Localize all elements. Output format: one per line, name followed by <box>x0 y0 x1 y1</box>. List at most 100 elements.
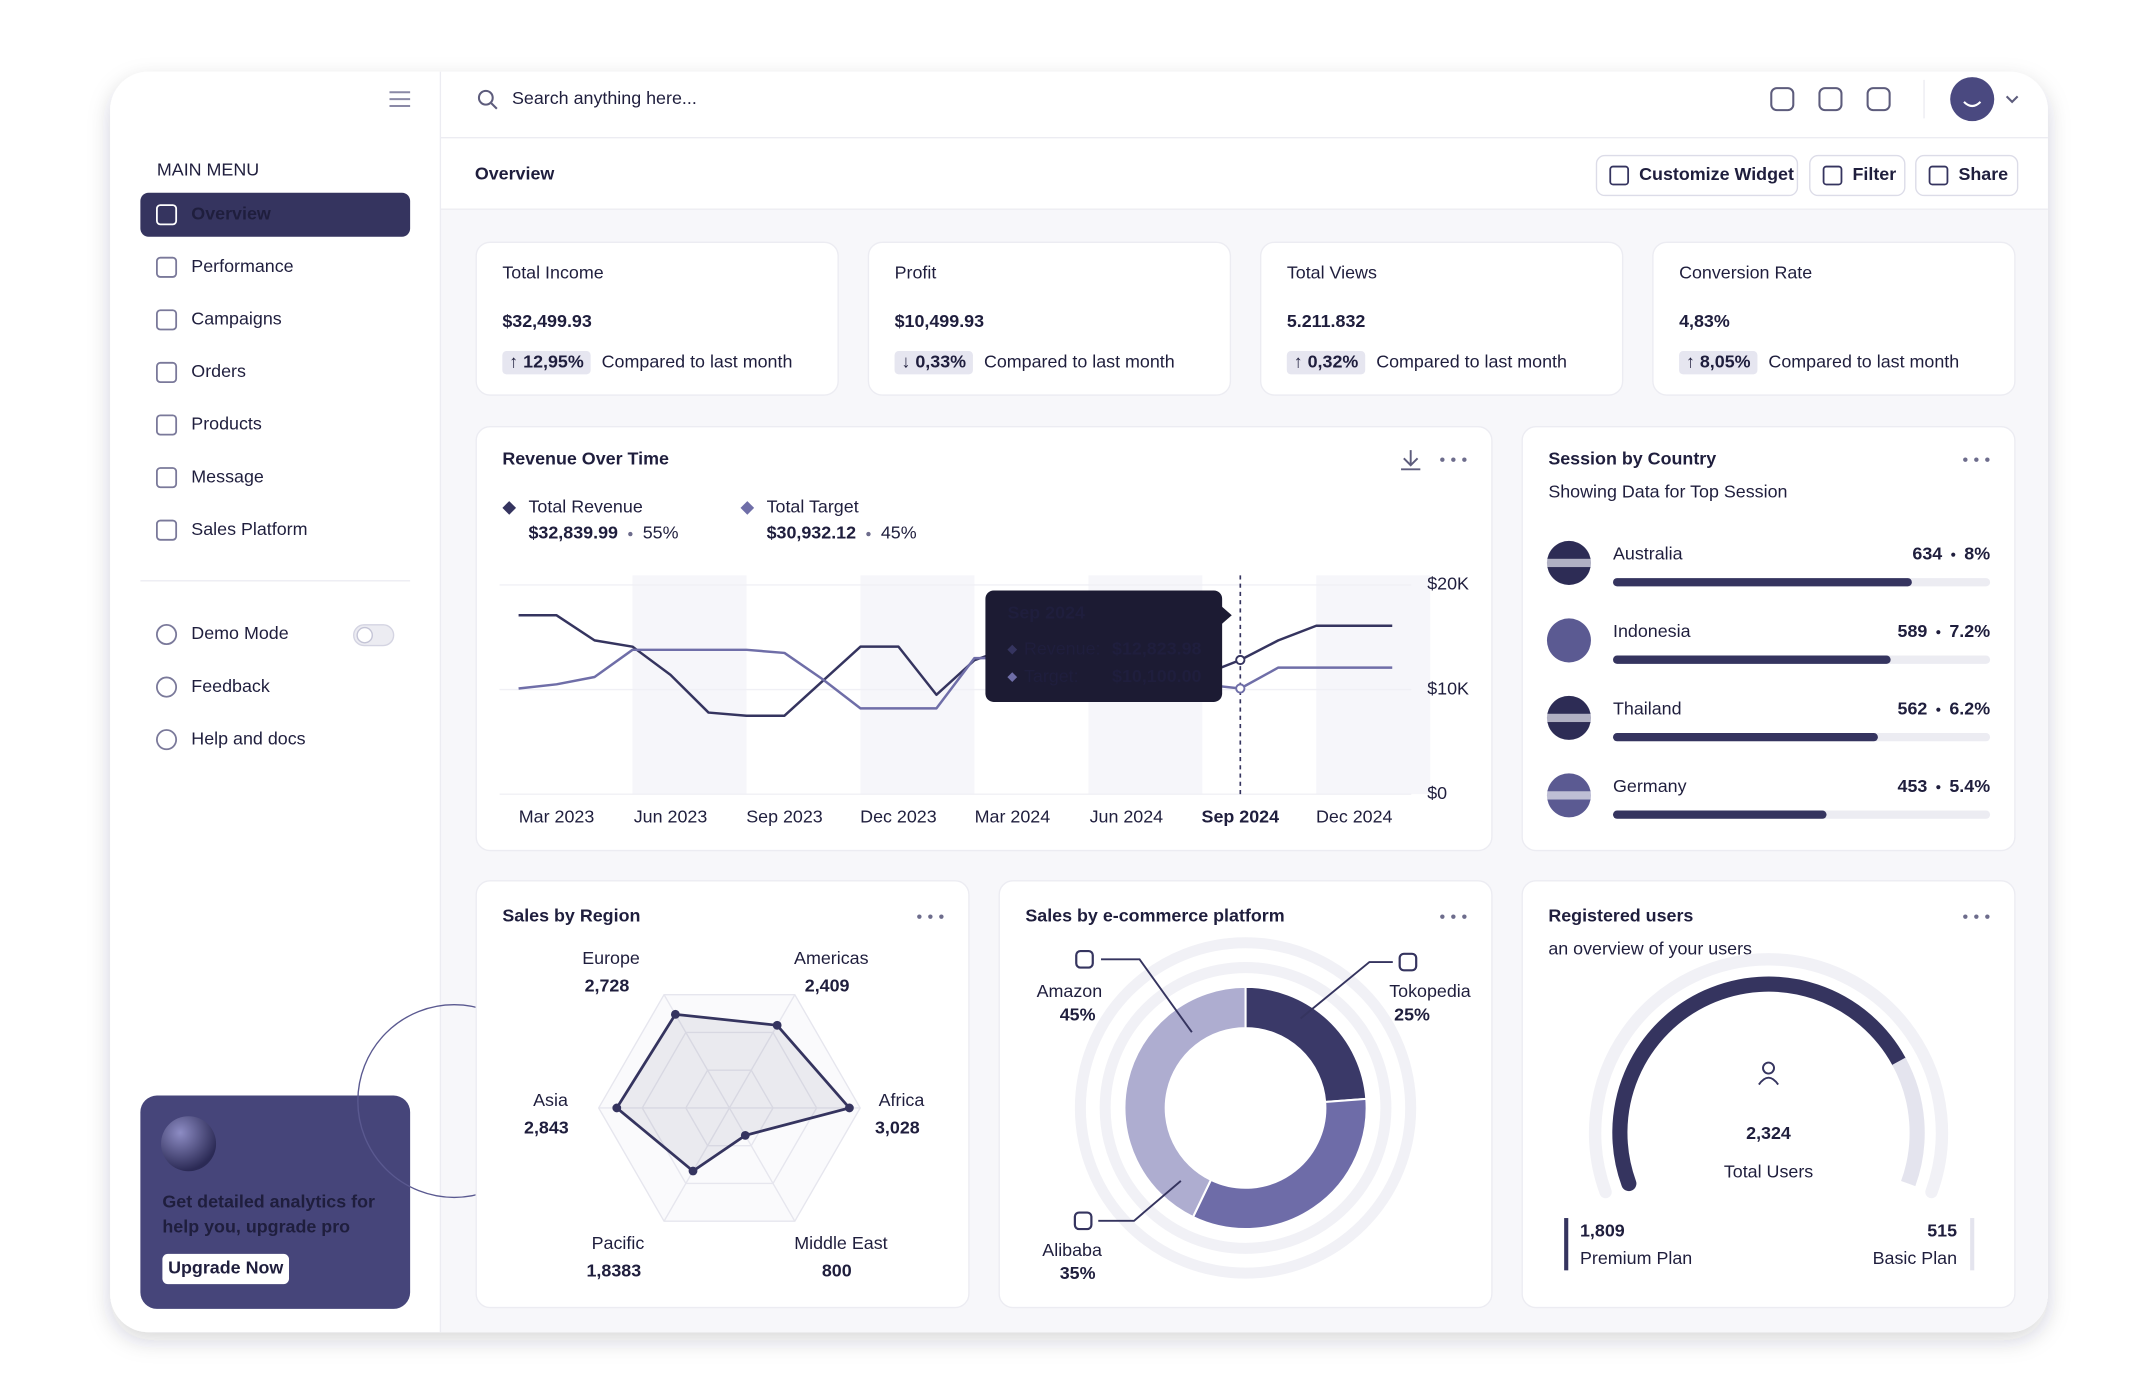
card-subtitle: an overview of your users <box>1548 938 1752 958</box>
upgrade-button[interactable] <box>162 1253 290 1285</box>
menu-item[interactable]: Performance <box>191 256 293 276</box>
value-separator <box>1936 707 1941 712</box>
more-button[interactable] <box>917 914 944 919</box>
country-name: Thailand <box>1613 698 1682 718</box>
menu-item[interactable]: Products <box>191 414 262 434</box>
highlight-point <box>1235 683 1246 694</box>
total-caption: Total Users <box>1724 1161 1813 1181</box>
region-name: Europe <box>582 948 640 968</box>
gauge-halo <box>1588 953 1949 1199</box>
menu-item[interactable]: Overview <box>191 203 271 223</box>
platform-logo <box>1075 949 1094 969</box>
action-button[interactable] <box>1595 154 1799 197</box>
tool-item[interactable]: Feedback <box>191 676 270 696</box>
search-input[interactable]: Search anything here... <box>512 88 697 108</box>
platform-share: 25% <box>1394 1004 1430 1024</box>
legend-share: 45% <box>881 523 917 543</box>
country-share: 8% <box>1964 543 1990 563</box>
flag-band <box>1546 713 1591 723</box>
action-button[interactable] <box>1915 154 2019 197</box>
toolbar-icon[interactable] <box>1770 87 1795 112</box>
toolbar-icon[interactable] <box>1818 87 1843 112</box>
action-label: Filter <box>1852 164 1896 184</box>
legend-marker <box>740 501 755 515</box>
promo-sphere <box>161 1116 217 1172</box>
region-value: 3,028 <box>875 1117 920 1137</box>
menu-icon <box>156 414 178 436</box>
promo-text: Get detailed analytics for <box>162 1192 375 1212</box>
legend-total: $30,932.12 <box>767 523 857 543</box>
country-value: 562 <box>1898 698 1928 718</box>
platform-logo <box>1398 952 1418 972</box>
country-flag <box>1546 618 1591 663</box>
menu-item[interactable]: Orders <box>191 361 246 381</box>
tooltip-bullet <box>1007 644 1018 655</box>
more-dot <box>1462 914 1467 919</box>
stat-note: Compared to last month <box>984 351 1175 371</box>
platform-share: 35% <box>1060 1263 1096 1283</box>
radar-point <box>688 1166 698 1176</box>
menu-icon <box>156 256 178 278</box>
more-dot <box>1440 914 1445 919</box>
stat-label: Total Views <box>1287 263 1377 283</box>
leader-line <box>1098 1180 1182 1222</box>
stat-change: ↑ 0,32% <box>1294 351 1359 371</box>
menu-icon <box>156 519 178 541</box>
avatar[interactable] <box>1950 77 1995 122</box>
leader-line <box>1101 958 1193 1033</box>
card-title: Revenue Over Time <box>502 448 669 468</box>
platform-name: Tokopedia <box>1389 981 1471 1001</box>
tool-item[interactable]: Help and docs <box>191 728 305 748</box>
card-title: Sales by e-commerce platform <box>1025 905 1284 925</box>
bar <box>1613 733 1878 742</box>
legend-separator <box>628 531 633 537</box>
radar-point <box>844 1103 854 1113</box>
more-dot <box>1963 457 1968 462</box>
card-subtitle: Showing Data for Top Session <box>1548 481 1787 501</box>
stat-value: 4,83% <box>1679 311 1730 331</box>
series-line <box>518 614 1393 717</box>
country-share: 5.4% <box>1949 776 1990 796</box>
region-value: 2,843 <box>524 1117 569 1137</box>
legend-marker <box>502 501 517 515</box>
region-name: Americas <box>794 948 869 968</box>
donut-segment <box>1191 1097 1368 1231</box>
tooltip <box>985 590 1223 702</box>
more-button[interactable] <box>1963 914 1990 919</box>
platform-logo <box>1073 1211 1093 1231</box>
value-separator <box>1936 785 1941 790</box>
radar-spoke <box>728 994 796 1109</box>
legend-separator <box>866 531 871 537</box>
more-dot <box>1451 457 1456 462</box>
stat-note: Compared to last month <box>1376 351 1567 371</box>
action-icon <box>1822 165 1843 186</box>
toolbar-icon[interactable] <box>1866 87 1891 112</box>
active-menu-background <box>140 192 411 237</box>
region-name: Middle East <box>794 1233 887 1253</box>
menu-item[interactable]: Campaigns <box>191 309 281 329</box>
more-dot <box>939 914 944 919</box>
series-line <box>518 648 1393 710</box>
menu-item[interactable]: Sales Platform <box>191 519 307 539</box>
search-icon <box>477 89 494 106</box>
plot-band <box>1316 575 1431 795</box>
more-button[interactable] <box>1440 457 1467 462</box>
menu-item[interactable]: Message <box>191 466 264 486</box>
gauge-segment <box>1892 1057 1925 1187</box>
radar-point <box>740 1130 750 1140</box>
y-tick-label: $10K <box>1427 678 1469 698</box>
download-icon[interactable] <box>1401 450 1421 471</box>
menu-icon <box>156 204 178 226</box>
platform-name: Amazon <box>1037 981 1103 1001</box>
bar <box>1613 578 1912 587</box>
region-name: Africa <box>879 1090 925 1110</box>
card-title: Registered users <box>1548 905 1693 925</box>
more-button[interactable] <box>1440 914 1467 919</box>
action-button[interactable] <box>1809 154 1906 197</box>
tool-item[interactable]: Demo Mode <box>191 623 288 643</box>
legend-name: Total Revenue <box>528 497 642 517</box>
more-button[interactable] <box>1963 457 1990 462</box>
tooltip-title: Sep 2024 <box>1007 603 1085 623</box>
tooltip-label: Target: <box>1024 666 1079 686</box>
card-title: Session by Country <box>1548 448 1716 468</box>
